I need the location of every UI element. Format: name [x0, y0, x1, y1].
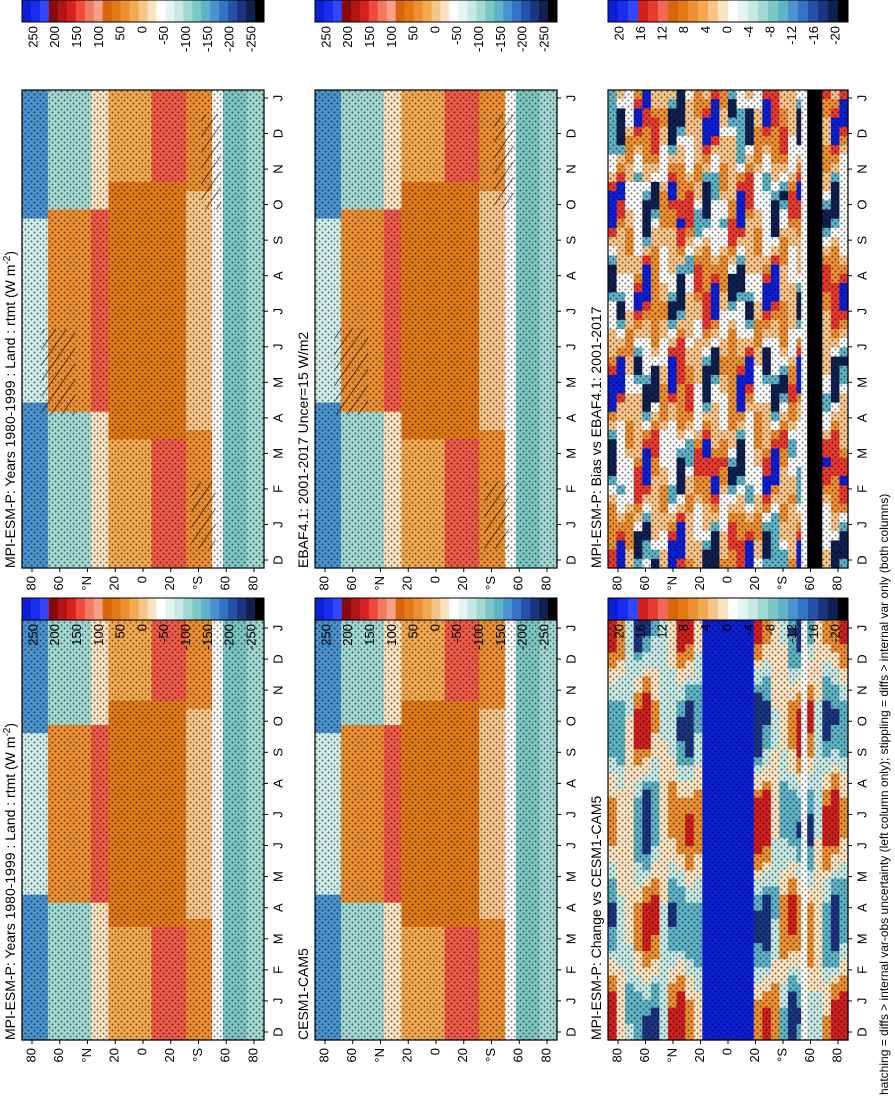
y-tick-label: 20 [400, 576, 415, 590]
x-tick-label: J [271, 625, 286, 632]
hatching-overlay [484, 481, 509, 549]
y-tick-label: 80 [23, 576, 38, 590]
x-tick-label: M [564, 377, 579, 388]
y-tick-label: 60 [511, 576, 526, 590]
x-tick-label: O [271, 200, 286, 210]
x-tick-label: J [564, 521, 579, 528]
panel-title-end: ) [2, 251, 18, 256]
x-tick-label: D [564, 555, 579, 564]
y-tick-label: 60 [218, 1048, 233, 1062]
x-tick-label: O [271, 716, 286, 726]
y-tick-label: 60 [51, 576, 66, 590]
x-tick-label: D [564, 129, 579, 138]
x-tick-label: M [271, 933, 286, 944]
hatching-overlay [191, 481, 216, 549]
x-tick-label: F [271, 966, 286, 974]
x-tick-label: M [564, 448, 579, 459]
x-tick-label: J [271, 521, 286, 528]
x-tick-label: D [271, 555, 286, 564]
x-tick-label: M [271, 377, 286, 388]
x-tick-label: J [271, 308, 286, 315]
x-tick-label: J [564, 344, 579, 351]
hatching-overlay [494, 113, 514, 210]
x-tick-label: A [564, 271, 579, 280]
x-tick-label: D [271, 129, 286, 138]
y-tick-label: 80 [245, 1048, 260, 1062]
panel-1: D J F M A M J J A S O N D J 80 60 °N 20 0 20 °S 60 80 MPI-ESM-P… [2, 619, 286, 1063]
y-tick-label: 80 [316, 576, 331, 590]
y-tick-label: 20 [455, 576, 470, 590]
panel-0: D J F M A M J J A S O N D J 80 60 °N 20 0 20 °S 60 80 MPI-ESM-P… [2, 89, 286, 591]
x-tick-label: N [271, 685, 286, 694]
y-tick-label: 0 [427, 576, 442, 583]
y-tick-label: °S [483, 576, 498, 590]
y-tick-label: 0 [134, 576, 149, 583]
panel-title: EBAF4.1: 2001-2017 Uncer=15 W/m2 [295, 332, 311, 568]
x-tick-label: J [271, 842, 286, 849]
hatching-overlay [201, 113, 221, 210]
panel-title-end: ) [2, 723, 18, 728]
x-tick-label: D [271, 654, 286, 663]
y-tick-label: °S [190, 576, 205, 590]
y-tick-label: 20 [162, 1048, 177, 1062]
panel-title-sup: -2 [2, 727, 13, 736]
x-tick-label: F [564, 485, 579, 493]
hatching-overlay [334, 329, 369, 416]
x-tick-label: N [271, 164, 286, 173]
y-tick-label: 20 [107, 576, 122, 590]
y-tick-label: 60 [218, 576, 233, 590]
y-tick-label: °N [372, 576, 387, 591]
y-tick-label: °N [79, 1048, 94, 1063]
x-tick-label: F [271, 485, 286, 493]
x-tick-label: A [564, 413, 579, 422]
x-tick-label: M [271, 871, 286, 882]
x-tick-label: J [564, 308, 579, 315]
y-tick-label: 80 [245, 576, 260, 590]
y-tick-label: 60 [51, 1048, 66, 1062]
x-tick-label: J [271, 811, 286, 818]
y-tick-label: 80 [538, 576, 553, 590]
x-tick-label: J [271, 998, 286, 1005]
panel-title-main: MPI-ESM-P: Years 1980-1999 : Land : rtmt… [2, 265, 18, 568]
y-tick-label: 20 [162, 576, 177, 590]
x-tick-label: M [271, 448, 286, 459]
stippling-overlay [22, 620, 264, 1040]
y-tick-label: 60 [344, 576, 359, 590]
y-tick-label: 80 [23, 1048, 38, 1062]
x-tick-label: A [271, 903, 286, 912]
x-tick-label: J [271, 344, 286, 351]
x-tick-label: S [271, 748, 286, 757]
x-tick-label: J [271, 95, 286, 102]
x-tick-label: N [564, 164, 579, 173]
y-tick-label: °N [79, 576, 94, 591]
x-tick-label: O [564, 200, 579, 210]
x-tick-label: J [564, 95, 579, 102]
x-tick-label: D [271, 1027, 286, 1036]
x-tick-label: S [271, 235, 286, 244]
panel-title: MPI-ESM-P: Years 1980-1999 : Land : rtmt… [2, 251, 19, 568]
y-tick-label: 0 [134, 1048, 149, 1055]
x-tick-label: A [271, 271, 286, 280]
panel-title-main: MPI-ESM-P: Years 1980-1999 : Land : rtmt… [2, 737, 18, 1040]
hatching-overlay [41, 329, 76, 416]
x-tick-label: S [564, 235, 579, 244]
y-tick-label: °S [190, 1048, 205, 1062]
panel-2: D J F M A M J J A S O N D J 80 60 °N 20 0 20 °S 60 80 EBAF4.1: … [295, 89, 579, 591]
panel-title-main: EBAF4.1: 2001-2017 Uncer=15 W/m2 [295, 332, 311, 568]
panel-title: MPI-ESM-P: Years 1980-1999 : Land : rtmt… [2, 723, 19, 1040]
x-tick-label: A [271, 779, 286, 788]
y-tick-label: 20 [107, 1048, 122, 1062]
x-tick-label: A [271, 413, 286, 422]
panel-title-sup: -2 [2, 255, 13, 264]
